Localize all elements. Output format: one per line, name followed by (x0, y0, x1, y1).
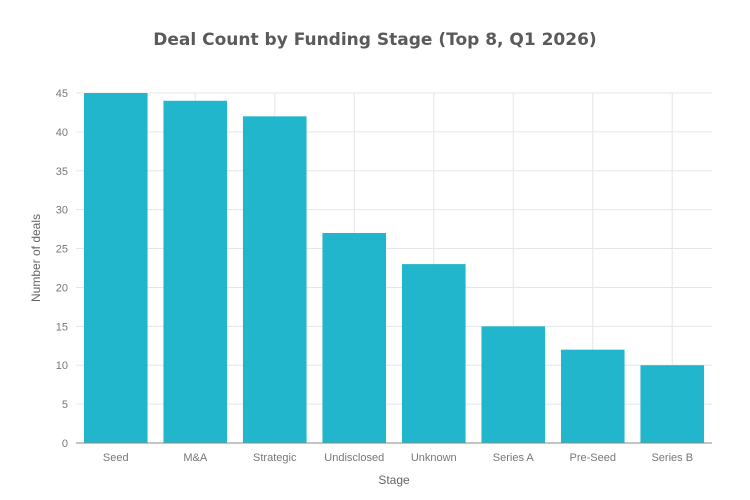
x-tick-label: Strategic (253, 452, 297, 464)
x-axis-label: Stage (378, 473, 410, 487)
y-tick-label: 45 (56, 88, 68, 100)
bar-strategic (242, 116, 307, 443)
chart-title: Deal Count by Funding Stage (Top 8, Q1 2… (153, 30, 596, 50)
bar-unknown (401, 264, 466, 443)
bar-undisclosed (322, 233, 387, 443)
bar-series-b (640, 365, 705, 443)
y-tick-label: 5 (62, 399, 68, 411)
y-tick-labels: 0 5 10 15 20 25 30 35 40 45 (56, 88, 68, 450)
x-tick-label: Series B (651, 452, 693, 464)
y-tick-label: 20 (56, 282, 68, 294)
y-tick-label: 0 (62, 438, 68, 450)
y-tick-label: 15 (56, 321, 68, 333)
y-tick-label: 35 (56, 166, 68, 178)
y-tick-label: 10 (56, 360, 68, 372)
bar-pre-seed (560, 349, 625, 443)
bars (83, 93, 705, 444)
bar-seed (83, 93, 148, 443)
x-tick-labels: Seed M&A Strategic Undisclosed Unknown Series… (103, 452, 693, 464)
y-tick-label: 25 (56, 244, 68, 256)
y-axis-label: Number of deals (29, 214, 43, 302)
x-tick-label: M&A (183, 452, 208, 464)
y-tick-label: 30 (56, 205, 68, 217)
x-tick-label: Seed (103, 452, 129, 464)
x-tick-label: Pre-Seed (570, 452, 616, 464)
y-tick-label: 40 (56, 127, 68, 139)
x-tick-label: Unknown (411, 452, 457, 464)
bar-series-a (481, 326, 546, 443)
x-tick-label: Undisclosed (324, 452, 384, 464)
x-tick-label: Series A (493, 452, 535, 464)
bar-m-a (163, 100, 228, 444)
